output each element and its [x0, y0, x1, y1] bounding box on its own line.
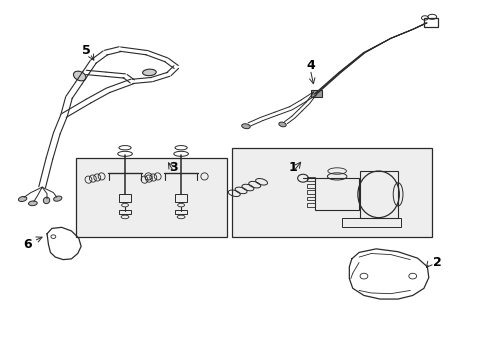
- Bar: [175, 194, 186, 202]
- Ellipse shape: [54, 196, 62, 201]
- Bar: [311, 90, 322, 97]
- Bar: [232, 148, 431, 237]
- Bar: [306, 184, 315, 188]
- Bar: [306, 177, 315, 181]
- Bar: [119, 194, 131, 202]
- Bar: [175, 210, 186, 214]
- Text: 3: 3: [169, 161, 178, 174]
- Bar: [306, 190, 315, 194]
- Ellipse shape: [73, 71, 86, 81]
- Ellipse shape: [28, 201, 37, 206]
- Bar: [341, 218, 400, 226]
- Bar: [306, 203, 315, 207]
- Bar: [315, 178, 358, 211]
- Text: 1: 1: [288, 161, 297, 174]
- Bar: [359, 171, 397, 218]
- Ellipse shape: [142, 69, 156, 76]
- Ellipse shape: [19, 197, 27, 202]
- Bar: [76, 158, 227, 237]
- Text: 4: 4: [305, 59, 314, 72]
- Bar: [423, 18, 437, 27]
- Ellipse shape: [278, 122, 285, 127]
- Ellipse shape: [43, 197, 50, 204]
- Ellipse shape: [241, 124, 250, 129]
- Text: 5: 5: [81, 44, 90, 57]
- Text: 6: 6: [23, 238, 32, 251]
- Bar: [119, 210, 131, 214]
- Text: 2: 2: [432, 256, 441, 269]
- Bar: [306, 197, 315, 201]
